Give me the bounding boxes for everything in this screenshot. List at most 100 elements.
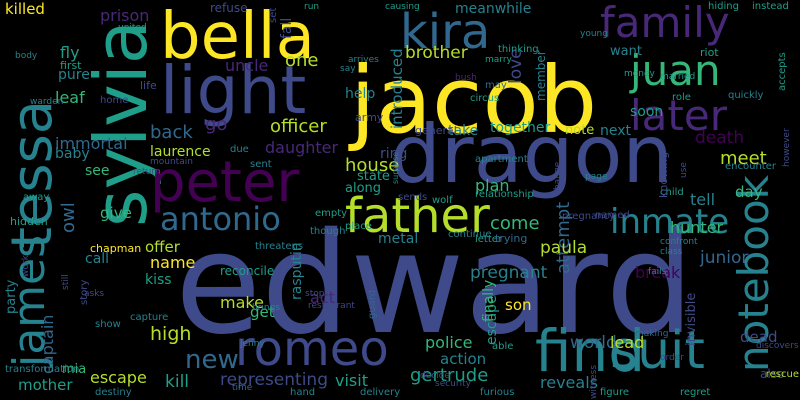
cloud-word: juan bbox=[630, 46, 721, 95]
cloud-word: instead bbox=[752, 1, 789, 12]
cloud-word: escape bbox=[90, 368, 147, 387]
cloud-word: suit bbox=[610, 321, 705, 381]
cloud-word: romeo bbox=[235, 321, 389, 377]
cloud-word: due bbox=[230, 144, 249, 155]
cloud-word: work bbox=[21, 255, 31, 277]
cloud-word: state bbox=[357, 169, 390, 184]
cloud-word: inmate bbox=[610, 202, 730, 242]
cloud-word: life bbox=[140, 79, 157, 92]
cloud-word: invisible bbox=[684, 292, 699, 346]
cloud-word: help bbox=[345, 86, 376, 102]
cloud-word: still bbox=[61, 274, 71, 290]
cloud-word: world bbox=[570, 333, 617, 353]
cloud-word: one bbox=[285, 50, 319, 71]
cloud-word: time bbox=[232, 383, 253, 393]
cloud-word: fly bbox=[60, 43, 80, 62]
cloud-word: name bbox=[150, 253, 196, 272]
cloud-word: hand bbox=[290, 387, 316, 398]
cloud-word: pure bbox=[58, 67, 90, 83]
cloud-word: day bbox=[735, 183, 763, 201]
cloud-word: united bbox=[118, 23, 147, 33]
cloud-word: set bbox=[268, 7, 279, 23]
cloud-word: decide bbox=[420, 371, 450, 381]
cloud-word: chapman bbox=[90, 242, 142, 255]
cloud-word: police bbox=[425, 333, 473, 352]
cloud-word: dead bbox=[740, 328, 778, 346]
cloud-word: away bbox=[23, 192, 50, 203]
cloud-word: antonio bbox=[160, 200, 281, 238]
cloud-word: circus bbox=[470, 93, 500, 104]
cloud-word: warden bbox=[30, 97, 64, 107]
cloud-word: making bbox=[635, 329, 669, 339]
cloud-word: metal bbox=[378, 231, 419, 247]
cloud-word: note bbox=[565, 123, 595, 138]
cloud-word: figure bbox=[600, 387, 630, 398]
cloud-word: riot bbox=[700, 46, 719, 59]
cloud-word: visit bbox=[335, 371, 368, 390]
cloud-word: meet bbox=[720, 148, 767, 169]
cloud-word: take bbox=[448, 123, 479, 139]
cloud-word: capture bbox=[130, 312, 169, 323]
cloud-word: party bbox=[4, 279, 19, 314]
cloud-word: sent bbox=[250, 159, 272, 170]
cloud-word: give bbox=[100, 204, 132, 222]
cloud-word: mountain bbox=[150, 157, 193, 167]
cloud-word: wolf bbox=[432, 195, 453, 206]
cloud-word: delivery bbox=[360, 387, 401, 398]
cloud-word: letter bbox=[475, 234, 503, 245]
cloud-word: act bbox=[310, 288, 335, 307]
cloud-word: later bbox=[630, 91, 727, 140]
cloud-word: trying bbox=[495, 232, 528, 245]
cloud-word: along bbox=[345, 181, 382, 196]
cloud-word: paula bbox=[540, 238, 588, 258]
cloud-word: representing bbox=[220, 370, 328, 390]
cloud-word: prison bbox=[100, 6, 150, 25]
cloud-word: show bbox=[95, 319, 121, 330]
cloud-word: continue bbox=[448, 229, 492, 240]
cloud-word: member bbox=[534, 50, 548, 101]
cloud-word: call bbox=[85, 251, 110, 267]
cloud-word: class bbox=[660, 247, 683, 257]
cloud-word: owl bbox=[58, 202, 79, 233]
cloud-word: jacob bbox=[350, 47, 598, 154]
cloud-word: meanwhile bbox=[455, 1, 532, 17]
cloud-word: general bbox=[415, 124, 457, 137]
cloud-word: order bbox=[660, 353, 684, 363]
cloud-word: body bbox=[15, 51, 38, 61]
cloud-word: asks bbox=[84, 289, 105, 299]
cloud-word: break bbox=[635, 263, 681, 282]
cloud-word: hiding bbox=[708, 1, 739, 12]
cloud-word: use bbox=[679, 162, 689, 178]
cloud-word: regret bbox=[680, 387, 711, 398]
cloud-word: plan bbox=[475, 176, 510, 195]
cloud-word: refuse bbox=[210, 1, 248, 15]
cloud-word: rescue bbox=[765, 369, 799, 380]
cloud-word: hidden bbox=[10, 215, 48, 228]
cloud-word: young bbox=[580, 29, 608, 39]
cloud-word: pregnancy bbox=[562, 211, 615, 222]
cloud-word: junior bbox=[700, 248, 749, 268]
cloud-word: apartment bbox=[475, 154, 528, 165]
cloud-word: reveals bbox=[540, 373, 598, 392]
cloud-word: page bbox=[585, 172, 608, 182]
cloud-word: destiny bbox=[95, 387, 132, 398]
cloud-word: see bbox=[85, 163, 110, 179]
cloud-word: named bbox=[595, 210, 630, 221]
cloud-word: security bbox=[435, 379, 471, 389]
cloud-word: new bbox=[185, 345, 239, 375]
cloud-word: soon bbox=[630, 104, 664, 120]
cloud-word: thinking bbox=[498, 44, 539, 55]
cloud-word: high bbox=[150, 323, 192, 345]
cloud-word: come bbox=[490, 213, 540, 234]
cloud-word: bella bbox=[160, 0, 315, 74]
cloud-word: mia bbox=[62, 362, 87, 377]
cloud-word: money bbox=[624, 69, 655, 79]
cloud-word: find bbox=[535, 317, 646, 385]
cloud-word: ring bbox=[380, 146, 408, 162]
cloud-word: mother bbox=[18, 376, 73, 394]
cloud-word: hunter bbox=[670, 218, 724, 237]
cloud-word: peter bbox=[150, 150, 300, 215]
cloud-word: confront bbox=[660, 237, 698, 247]
cloud-word: threatens bbox=[255, 241, 304, 252]
cloud-word: gertrude bbox=[410, 365, 489, 386]
